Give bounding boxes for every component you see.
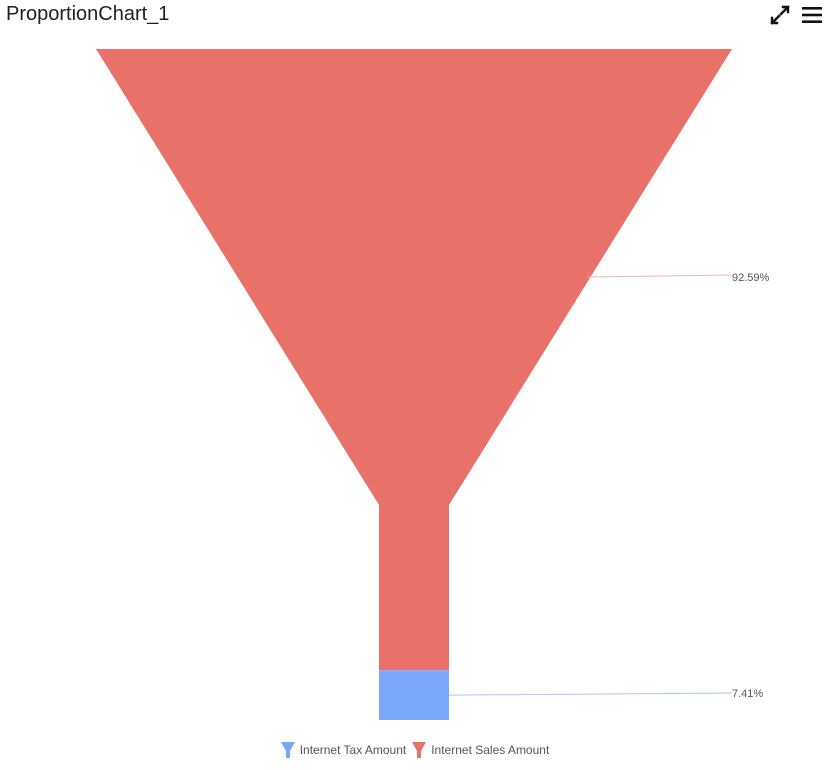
legend-label: Internet Sales Amount (431, 743, 550, 757)
expand-icon[interactable] (769, 4, 791, 26)
funnel-segment-internet-tax-amount[interactable] (379, 670, 449, 720)
legend-item-internet-sales-amount[interactable]: Internet Sales Amount (412, 742, 549, 758)
chart-title: ProportionChart_1 (6, 3, 170, 25)
funnel-legend-icon (280, 742, 295, 758)
data-label-connector-tax (448, 692, 732, 696)
legend-item-internet-tax-amount[interactable]: Internet Tax Amount (280, 742, 407, 758)
data-label-tax-percent: 7.41% (732, 688, 763, 700)
chart-legend: Internet Tax Amount Internet Sales Amoun… (0, 740, 830, 760)
hamburger-menu-icon[interactable] (801, 4, 823, 26)
legend-label: Internet Tax Amount (299, 743, 407, 757)
funnel-segment-internet-sales-amount[interactable] (96, 49, 732, 671)
funnel-chart: 92.59% 7.41% (96, 49, 770, 720)
data-label-connector-sales (587, 274, 732, 278)
data-label-sales-percent: 92.59% (732, 272, 770, 284)
funnel-legend-icon (412, 742, 427, 758)
